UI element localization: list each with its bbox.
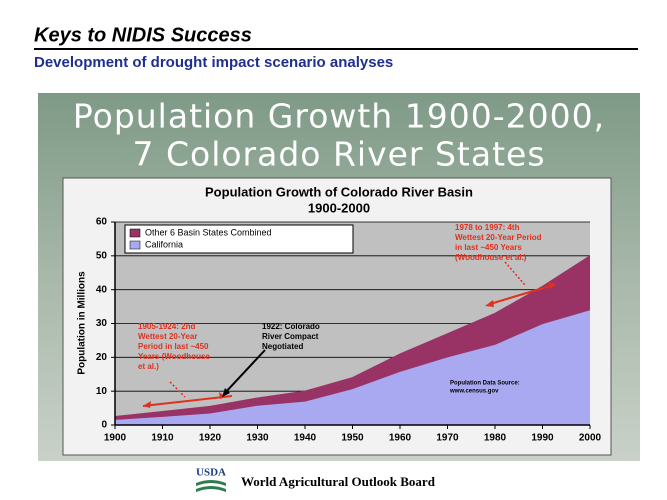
annotation-line: (Woodhouse et al.)	[455, 253, 527, 262]
arrow-head	[548, 282, 556, 289]
header-subtitle: Development of drought impact scenario a…	[34, 54, 393, 71]
y-tick-label: 20	[96, 352, 108, 363]
y-tick-label: 50	[96, 250, 108, 261]
y-tick-label: 60	[96, 217, 108, 228]
chart-title: Population Growth of Colorado River Basi…	[205, 184, 473, 199]
annotation-line: Period in last ~450	[138, 342, 209, 351]
annotation-line: www.census.gov	[449, 389, 499, 395]
annotation-line: 1922: Colorado	[262, 322, 320, 331]
chart-subtitle: 1900-2000	[308, 200, 370, 215]
x-tick-label: 1980	[484, 433, 507, 444]
x-tick-label: 1970	[436, 433, 459, 444]
annotation-line: Population Data Source:	[450, 381, 520, 387]
footer-text: World Agricultural Outlook Board	[241, 474, 436, 489]
legend-label: Other 6 Basin States Combined	[145, 227, 272, 237]
logo-text: USDA	[196, 467, 226, 479]
annotation-arrows	[142, 261, 556, 408]
annotation-line: Years (Woodhouse	[138, 352, 210, 361]
header-title: Keys to NIDIS Success	[34, 24, 252, 46]
arrow-head	[485, 300, 494, 307]
banner-line: 7 Colorado River States	[132, 135, 545, 174]
arrow-head	[222, 388, 230, 397]
annotation-line: 1905-1924: 2nd	[138, 322, 195, 331]
plot: 0 10 20 30 40 50 60 1900 1910 1920 1930 1940 1950 196…	[96, 217, 602, 444]
x-tick-label: 1910	[151, 433, 174, 444]
legend-swatch	[129, 228, 141, 238]
annotation-line: 1978 to 1997: 4th	[455, 223, 520, 232]
arrow	[489, 285, 551, 305]
x-tick-label: 1950	[341, 433, 364, 444]
arrow	[142, 395, 233, 407]
y-tick-label: 0	[101, 420, 107, 431]
logo-waves	[196, 480, 226, 492]
annotation-line: et al.)	[138, 362, 159, 371]
x-tick-label: 1930	[246, 433, 269, 444]
area-edge	[114, 309, 591, 421]
x-tick-label: 2000	[579, 433, 602, 444]
area-fill	[115, 310, 590, 425]
annotation-line: Wettest 20-Year	[138, 332, 197, 341]
x-tick-label: 1900	[104, 433, 127, 444]
x-tick-label: 1960	[389, 433, 412, 444]
banner-line: Population Growth 1900-2000,	[73, 97, 605, 136]
x-tick-label: 1940	[294, 433, 317, 444]
annotation-line: in last ~450 Years	[455, 243, 522, 252]
arrow	[223, 349, 266, 395]
y-tick-label: 30	[96, 318, 108, 329]
y-tick-label: 10	[96, 386, 108, 397]
area-edge	[114, 255, 591, 418]
x-tick-label: 1990	[531, 433, 554, 444]
footer-logo: USDA	[194, 466, 228, 492]
annotation-line: Negotiated	[262, 342, 303, 351]
area-fill	[115, 255, 590, 420]
dotted-leader	[169, 381, 186, 398]
y-axis-label: Population in Millions	[77, 271, 88, 375]
legend-swatch	[129, 240, 141, 250]
legend-box	[124, 224, 354, 254]
y-tick-label: 40	[96, 284, 108, 295]
legend-label: California	[145, 239, 183, 249]
arrow-head	[143, 401, 151, 408]
annotation-line: Wettest 20-Year Period	[455, 233, 542, 242]
dotted-leader	[504, 261, 526, 286]
annotation-line: River Compact	[262, 332, 319, 341]
x-tick-label: 1920	[199, 433, 222, 444]
